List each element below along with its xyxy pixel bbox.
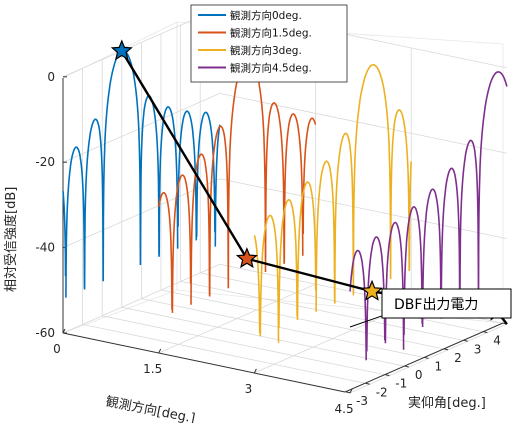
legend-entry: 観測方向0deg. xyxy=(230,9,302,22)
y-axis-label: 実仰角[deg.] xyxy=(408,395,486,411)
dbf-callout: DBF出力電力 xyxy=(349,288,512,328)
series-line xyxy=(349,71,508,361)
x-axis-label: 観測方向[deg.] xyxy=(104,394,196,423)
y-tick-label: -2 xyxy=(376,385,388,399)
y-tick-label: 1 xyxy=(435,359,443,373)
series-line xyxy=(157,57,317,313)
y-tick-label: -3 xyxy=(356,394,368,408)
z-tick-label: -40 xyxy=(35,241,55,255)
x-tick-label: 4.5 xyxy=(335,402,354,416)
dbf-label: DBF出力電力 xyxy=(394,297,478,313)
y-tick-label: 2 xyxy=(454,351,462,365)
legend-entry: 観測方向3deg. xyxy=(230,44,302,57)
legend-entry: 観測方向1.5deg. xyxy=(230,27,312,40)
z-tick-label: -60 xyxy=(35,326,55,340)
z-axis-label: 相対受信強度[dB] xyxy=(3,187,19,292)
x-tick-label: 1.5 xyxy=(143,362,162,376)
peak-star-marker xyxy=(235,247,258,269)
z-tick-label: 0 xyxy=(47,70,55,84)
y-tick-label: 0 xyxy=(415,368,423,382)
peak-star-marker xyxy=(361,279,383,301)
z-tick-label: -20 xyxy=(35,155,55,169)
axes xyxy=(62,78,504,393)
y-tick-label: 4 xyxy=(493,334,501,348)
x-tick-label: 0 xyxy=(53,342,61,356)
series-line xyxy=(253,64,412,343)
x-tick-label: 3 xyxy=(245,382,253,396)
legend-entry: 観測方向4.5deg. xyxy=(230,62,312,75)
y-tick-label: 3 xyxy=(474,342,482,356)
peak-star-marker xyxy=(110,39,133,61)
legend: 観測方向0deg. 観測方向1.5deg. 観測方向3deg. 観測方向4.5deg. xyxy=(190,4,348,83)
y-tick-label: -1 xyxy=(395,377,407,391)
